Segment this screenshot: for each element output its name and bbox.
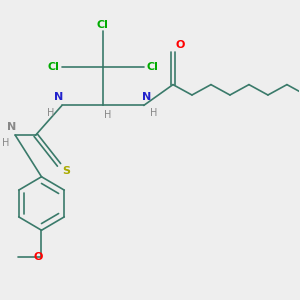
Text: H: H	[47, 108, 55, 118]
Text: O: O	[175, 40, 185, 50]
Text: S: S	[62, 166, 70, 176]
Text: H: H	[2, 138, 9, 148]
Text: Cl: Cl	[147, 62, 159, 72]
Text: Cl: Cl	[97, 20, 109, 30]
Text: H: H	[150, 108, 157, 118]
Text: Cl: Cl	[47, 62, 59, 72]
Text: N: N	[54, 92, 63, 102]
Text: O: O	[34, 252, 43, 262]
Text: N: N	[142, 92, 152, 102]
Text: N: N	[8, 122, 17, 132]
Text: H: H	[104, 110, 112, 120]
